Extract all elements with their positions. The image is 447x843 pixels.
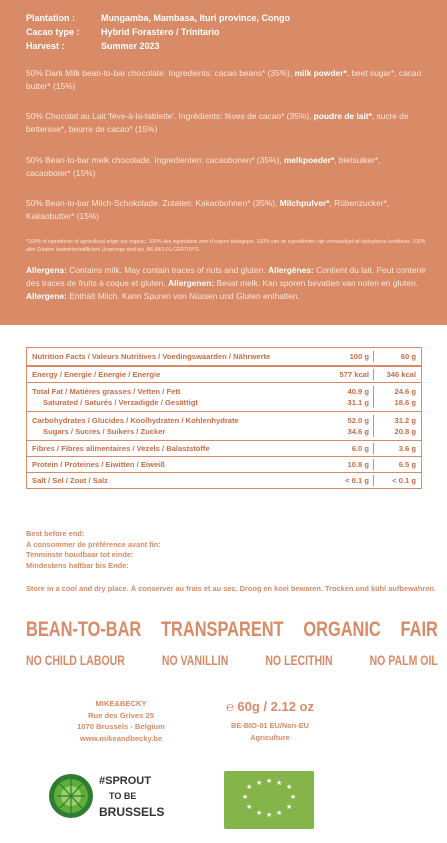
fact-key: Plantation :	[26, 13, 75, 23]
best-before-line: Best before end:	[26, 529, 85, 538]
table-row: Salt / Sel / Zout / Salz < 0.1 g < 0.1 g	[32, 475, 416, 486]
address-line: Rue des Grives 25	[88, 710, 154, 720]
best-before-line: Mindestens haltbar bis Ende:	[26, 560, 129, 570]
svg-text:★: ★	[266, 777, 272, 785]
ingredients-nl: 50% Bean-to-bar melk chocolade. Ingredie…	[26, 155, 381, 178]
svg-text:BRUSSELS: BRUSSELS	[99, 805, 164, 819]
fact-row: Plantation : Mungamba, Mambasa, Ituri pro…	[26, 11, 290, 25]
claim: NO LECITHIN	[265, 653, 333, 668]
claim: NO VANILLIN	[161, 653, 229, 668]
svg-text:#SPROUT: #SPROUT	[99, 775, 151, 787]
sprout-icon: #SPROUT TO BE BRUSSELS	[49, 774, 164, 819]
certification: BE-BIO-01 EU/Non-EU Agriculture	[222, 720, 318, 743]
claim: NO PALM OIL	[369, 653, 438, 668]
svg-text:★: ★	[286, 803, 292, 811]
svg-text:★: ★	[256, 779, 262, 787]
fact-row: Harvest : Summer 2023	[26, 39, 290, 53]
claims-big: BEAN-TO-BAR TRANSPARENT ORGANIC FAIR	[26, 618, 438, 642]
svg-text:★: ★	[276, 809, 282, 817]
allergens: Allergens: Contains milk. May contain tr…	[26, 265, 426, 301]
origin-facts: Plantation : Mungamba, Mambasa, Ituri pro…	[26, 11, 290, 53]
fact-key: Harvest :	[26, 41, 65, 51]
fact-key: Cacao type :	[26, 27, 80, 37]
table-row: Total Fat / Matières grasses / Vetten / …	[27, 383, 421, 412]
ingredients-panel: Plantation : Mungamba, Mambasa, Ituri pro…	[0, 0, 447, 325]
svg-text:★: ★	[286, 783, 292, 791]
best-before-line: À consommer de préférence avant fin:	[26, 539, 161, 549]
fact-value: Summer 2023	[101, 41, 160, 51]
fact-row: Cacao type : Hybrid Forastero / Trinitari…	[26, 25, 290, 39]
best-before-line: Tenminste houdbaar tot einde:	[26, 550, 134, 559]
svg-text:★: ★	[256, 809, 262, 817]
nutrition-table: Nutrition Facts / Valeurs Nutritives / V…	[26, 347, 422, 489]
table-row: Protein / Proteines / Eiwitten / Eiweiß 1…	[27, 457, 421, 473]
svg-text:★: ★	[266, 811, 272, 819]
best-before: Best before end: À consommer de préféren…	[26, 529, 161, 571]
svg-text:★: ★	[246, 803, 252, 811]
producer-address: MIKE&BECKY Rue des Grives 25 1070 Brusse…	[62, 698, 180, 744]
table-row: Energy / Energie / Energie / Energie 577 …	[27, 367, 421, 383]
sprout-to-be-brussels-logo: #SPROUT TO BE BRUSSELS	[45, 766, 175, 826]
organic-note: *100% of ingredients of agricultural ori…	[26, 239, 426, 253]
eu-organic-leaf-icon: ★ ★ ★ ★ ★ ★ ★ ★ ★ ★ ★ ★	[224, 771, 314, 829]
svg-text:TO BE: TO BE	[109, 791, 136, 801]
table-row: Carbohydrates / Glucides / Koolhydraten …	[27, 412, 421, 441]
producer-name: MIKE&BECKY	[95, 699, 147, 708]
fact-value: Hybrid Forastero / Trinitario	[101, 27, 220, 37]
claim: TRANSPARENT	[161, 618, 284, 641]
website-link[interactable]: www.mikeandbecky.be	[79, 733, 163, 743]
cert-code: BE-BIO-01 EU/Non-EU	[230, 721, 310, 730]
cert-origin: Agriculture	[250, 732, 290, 742]
table-row: Nutrition Facts / Valeurs Nutritives / V…	[27, 348, 421, 367]
fact-value: Mungamba, Mambasa, Ituri province, Congo	[101, 13, 291, 23]
svg-text:★: ★	[276, 779, 282, 787]
claims-small: NO CHILD LABOUR NO VANILLIN NO LECITHIN …	[26, 653, 438, 668]
claim: ORGANIC	[303, 618, 381, 641]
claim: FAIR	[400, 618, 438, 641]
ingredients-en: 50% Dark Milk bean-to-bar chocolate. Ing…	[26, 68, 422, 91]
eu-organic-icon: ★ ★ ★ ★ ★ ★ ★ ★ ★ ★ ★ ★	[242, 777, 296, 819]
svg-text:★: ★	[246, 783, 252, 791]
address-line: 1070 Brussels - Belgium	[77, 722, 165, 731]
storage-instructions: Store in a cool and dry place. À conserv…	[26, 584, 436, 593]
ingredients-de: 50% Bean-to-bar Milch-Schokolade. Zutate…	[26, 198, 390, 221]
table-row: Fibres / Fibres alimentaires / Vezels / …	[27, 441, 421, 457]
net-weight: ℮ 60g / 2.12 oz	[225, 699, 314, 714]
claim: NO CHILD LABOUR	[26, 653, 125, 668]
ingredients-fr: 50% Chocolat au Lait 'fève-à-la-tablette…	[26, 111, 409, 134]
claim: BEAN-TO-BAR	[26, 618, 142, 641]
svg-text:★: ★	[242, 793, 248, 801]
svg-text:★: ★	[290, 793, 296, 801]
